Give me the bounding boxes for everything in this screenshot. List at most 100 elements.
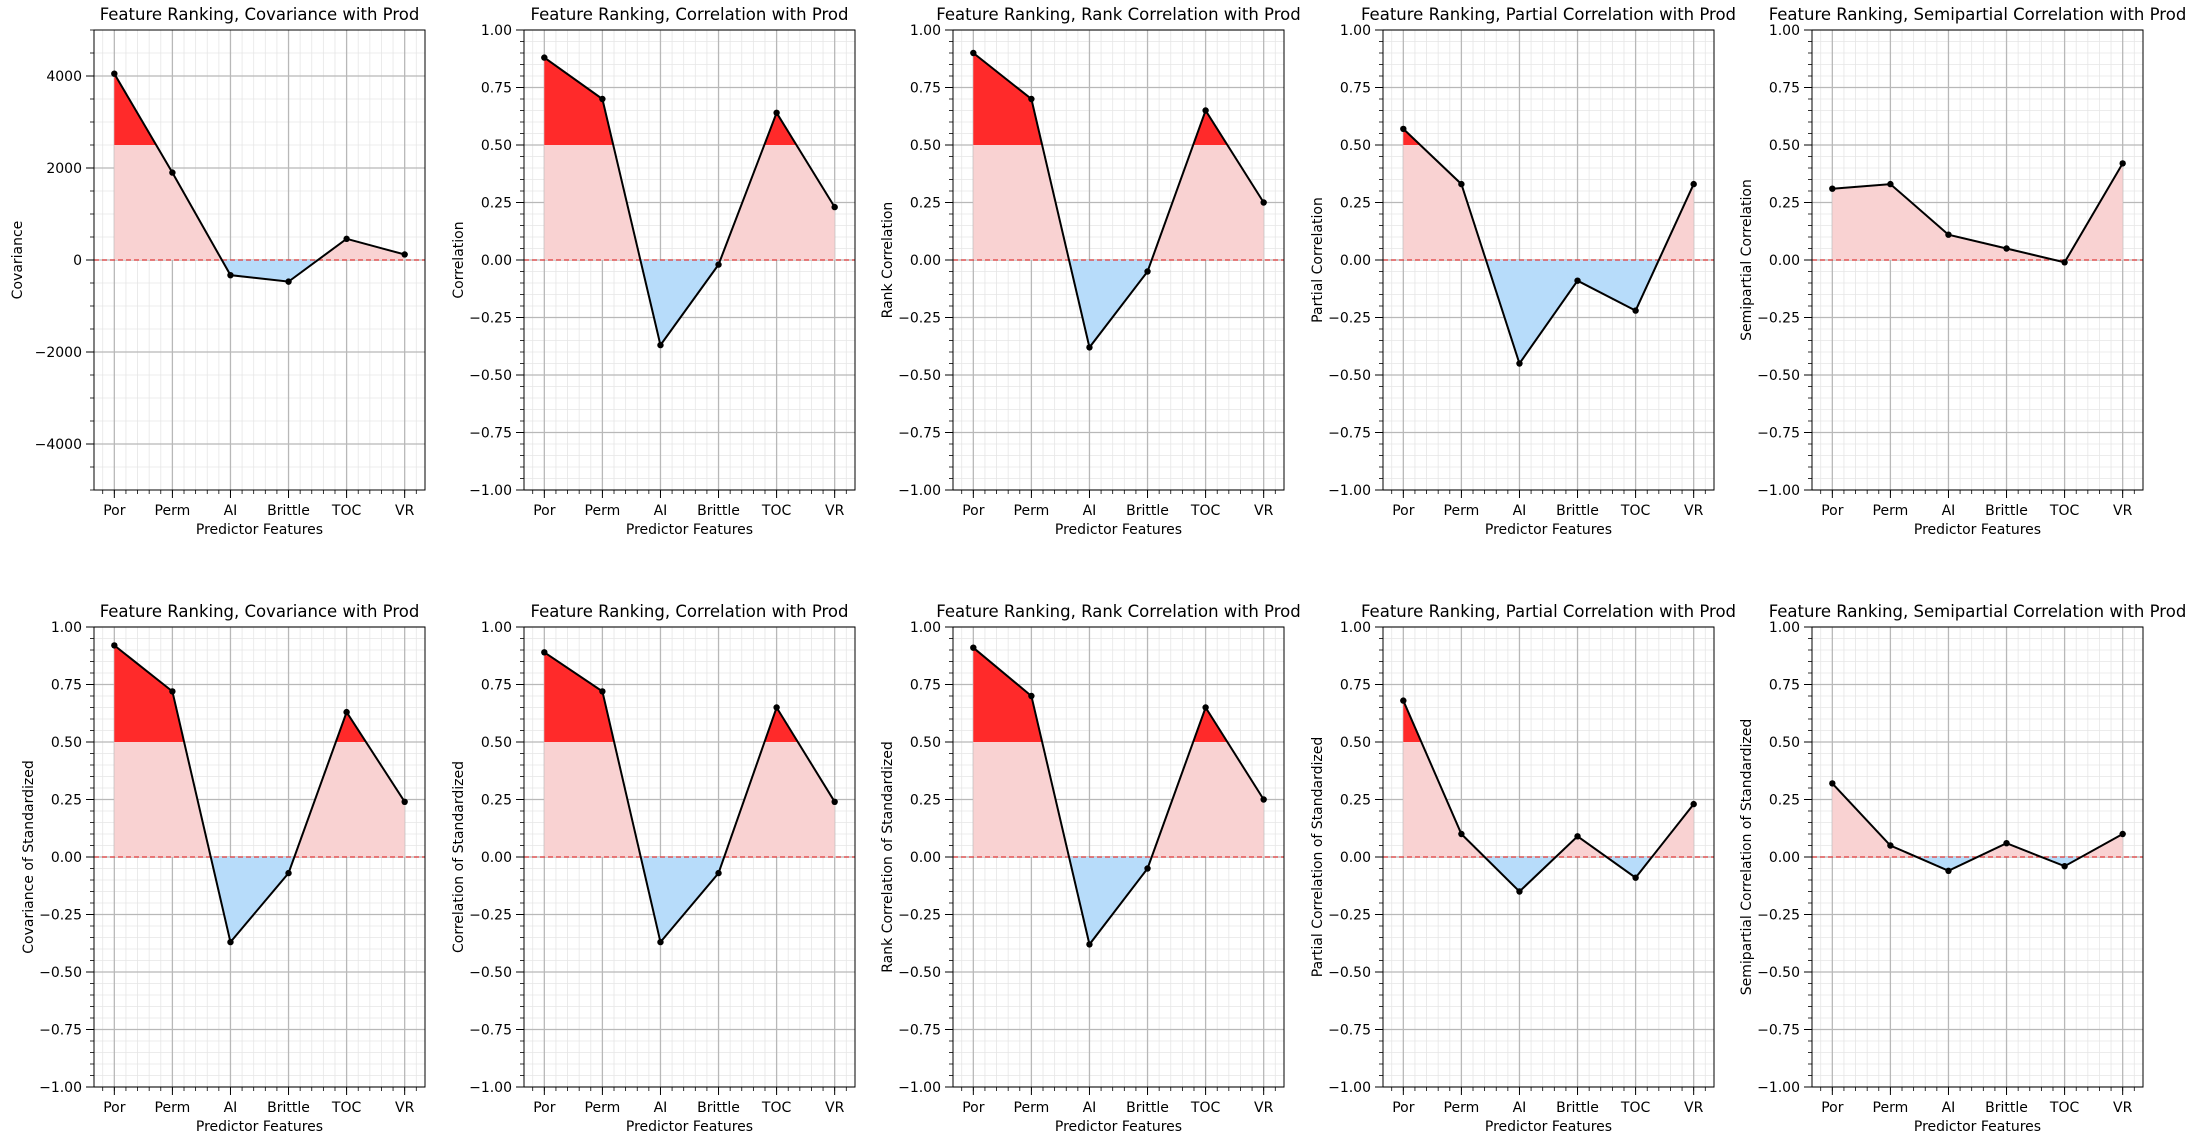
y-axis-label: Correlation: [451, 221, 467, 298]
negative-fill: [973, 857, 1264, 945]
x-tick-label: VR: [2113, 503, 2133, 519]
y-tick-label: −1.00: [1757, 1080, 1800, 1096]
data-point-perm: [1458, 180, 1465, 188]
y-tick-label: −0.25: [898, 908, 941, 924]
y-axis-label: Covariance of Standardized: [21, 760, 37, 953]
y-tick-label: 0.50: [1340, 735, 1371, 751]
data-point-perm: [169, 688, 176, 695]
y-tick-label: 0.50: [1340, 138, 1371, 154]
y-tick-label: 0.75: [910, 678, 941, 694]
data-point-toc: [2061, 863, 2068, 870]
y-axis-label: Covariance: [10, 221, 26, 300]
y-tick-label: 0.25: [481, 196, 512, 212]
y-tick-label: −1.00: [898, 483, 941, 499]
y-tick-label: 0.75: [1769, 81, 1800, 97]
chart-title: Feature Ranking, Covariance with Prod: [100, 602, 420, 621]
data-point-perm: [1887, 842, 1894, 849]
x-axis: Por Perm AI Brittle TOC VR: [102, 490, 417, 519]
data-point-ai: [1516, 888, 1523, 895]
data-point-ai: [227, 271, 234, 279]
y-tick-label: −0.50: [1328, 965, 1371, 981]
y-tick-label: −0.75: [1328, 426, 1371, 442]
x-tick-label: Brittle: [1556, 503, 1599, 519]
y-tick-label: 1.00: [1769, 620, 1800, 636]
y-tick-label: 0.50: [1769, 138, 1800, 154]
y-tick-label: −0.50: [39, 965, 82, 981]
chart-panel-7: −1.00 −0.75 −0.50 −0.25 0.00 0.25 0.50 0.75 1.00…: [451, 602, 856, 1135]
x-tick-label: AI: [1513, 503, 1527, 519]
data-point-perm: [1028, 692, 1035, 700]
y-tick-label: 0.50: [910, 735, 941, 751]
chart-panel-1: −4000 −2000 0 2000 4000 Por Perm AI Brittle TOC VR…: [10, 5, 426, 538]
y-tick-label: 0.00: [1340, 253, 1371, 269]
data-point-brittle: [2003, 245, 2010, 252]
y-tick-label: 0.25: [481, 793, 512, 809]
x-axis: Por Perm AI Brittle TOC VR: [1391, 490, 1706, 519]
y-tick-label: −0.25: [39, 908, 82, 924]
data-point-ai: [1516, 360, 1523, 367]
x-tick-label: Por: [1392, 1100, 1415, 1116]
y-tick-label: 0.25: [910, 793, 941, 809]
y-tick-label: −0.75: [469, 1023, 512, 1039]
y-tick-label: 1.00: [910, 23, 941, 39]
y-tick-label: −0.25: [898, 311, 941, 327]
data-point-ai: [1086, 344, 1093, 351]
y-tick-label: −0.50: [469, 368, 512, 384]
data-point-perm: [1028, 95, 1035, 103]
y-tick-label: −0.75: [469, 426, 512, 442]
chart-panel-3: −1.00 −0.75 −0.50 −0.25 0.00 0.25 0.50 0.75 1.00…: [880, 5, 1301, 538]
series-line: [543, 56, 836, 348]
series-line: [1831, 782, 2124, 872]
x-tick-label: Brittle: [1126, 1100, 1169, 1116]
data-point-vr: [1260, 199, 1267, 206]
x-axis: Por Perm AI Brittle TOC VR: [961, 1087, 1276, 1116]
y-tick-label: 2000: [46, 161, 82, 177]
chart-panel-2: −1.00 −0.75 −0.50 −0.25 0.00 0.25 0.50 0.75 1.00…: [451, 5, 856, 538]
x-tick-label: TOC: [1620, 1100, 1651, 1116]
x-axis: Por Perm AI Brittle TOC VR: [1820, 490, 2135, 519]
x-axis-label: Predictor Features: [626, 522, 753, 538]
x-tick-label: Perm: [1014, 1100, 1050, 1116]
positive-fill: [114, 645, 405, 857]
data-point-perm: [1458, 830, 1465, 838]
x-tick-label: Perm: [155, 1100, 191, 1116]
x-axis-label: Predictor Features: [1055, 1119, 1182, 1135]
y-tick-label: 1.00: [481, 620, 512, 636]
y-axis: −1.00 −0.75 −0.50 −0.25 0.00 0.25 0.50 0.75 1.00: [898, 620, 953, 1096]
strong-fill: [973, 647, 1228, 742]
y-axis: −1.00 −0.75 −0.50 −0.25 0.00 0.25 0.50 0.75 1.00: [1328, 23, 1383, 499]
chart-title: Feature Ranking, Semipartial Correlation…: [1769, 602, 2187, 621]
data-point-perm: [169, 169, 176, 176]
y-tick-label: −0.75: [1757, 426, 1800, 442]
y-tick-label: 1.00: [1340, 23, 1371, 39]
y-axis: −1.00 −0.75 −0.50 −0.25 0.00 0.25 0.50 0.75 1.00: [898, 23, 953, 499]
x-tick-label: Brittle: [1985, 503, 2028, 519]
y-axis-label: Rank Correlation of Standardized: [880, 741, 896, 972]
data-point-vr: [831, 798, 838, 805]
positive-fill: [973, 53, 1264, 260]
y-tick-label: −4000: [35, 437, 82, 453]
data-point-vr: [1690, 180, 1697, 188]
data-point-perm: [599, 95, 606, 103]
chart-panel-8: −1.00 −0.75 −0.50 −0.25 0.00 0.25 0.50 0.75 1.00…: [880, 602, 1301, 1135]
series-line: [1402, 128, 1695, 366]
y-tick-label: −1.00: [1328, 1080, 1371, 1096]
positive-fill: [544, 652, 835, 857]
x-tick-label: Por: [1392, 503, 1415, 519]
y-axis-label: Partial Correlation: [1310, 197, 1326, 323]
data-point-brittle: [715, 869, 722, 877]
x-tick-label: TOC: [1620, 503, 1651, 519]
x-axis-label: Predictor Features: [1914, 522, 2041, 538]
chart-title: Feature Ranking, Partial Correlation wit…: [1361, 5, 1736, 24]
x-axis-label: Predictor Features: [1485, 1119, 1612, 1135]
data-point-brittle: [285, 869, 292, 877]
y-tick-label: 0.50: [51, 735, 82, 751]
data-point-toc: [343, 235, 350, 243]
data-point-por: [1400, 697, 1407, 704]
y-tick-label: 0.75: [1340, 81, 1371, 97]
x-tick-label: Por: [533, 503, 556, 519]
y-tick-label: 1.00: [1340, 620, 1371, 636]
data-point-por: [1829, 185, 1836, 192]
data-point-vr: [2119, 160, 2126, 167]
y-tick-label: 0.75: [481, 81, 512, 97]
